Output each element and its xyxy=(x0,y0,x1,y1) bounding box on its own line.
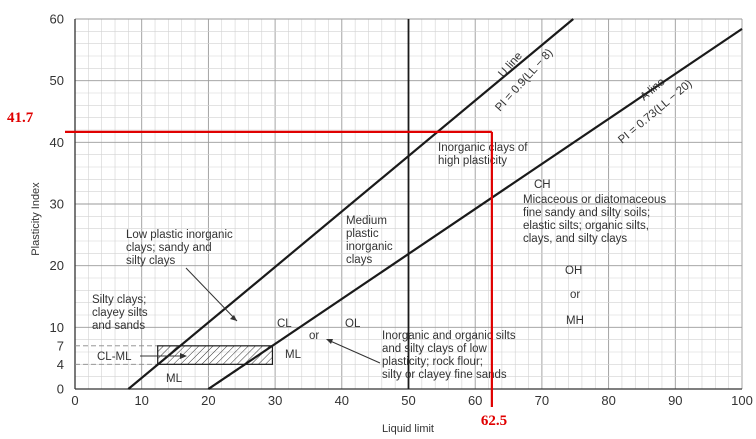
hatched-cl-ml-zone xyxy=(157,345,274,365)
u-line xyxy=(127,18,574,390)
label-inorganic-high-2: high plasticity xyxy=(438,155,507,167)
label-medium-2: plastic xyxy=(346,228,379,240)
x-tick-label: 80 xyxy=(601,393,615,408)
label-or-mid: or xyxy=(309,330,319,342)
x-tick-label: 90 xyxy=(668,393,682,408)
leader-low-plastic xyxy=(185,267,238,322)
y-tick-label: 20 xyxy=(50,258,64,273)
label-medium-1: Medium xyxy=(346,215,387,227)
label-micaceous-2: fine sandy and silty soils; xyxy=(523,207,650,219)
zones xyxy=(157,345,274,365)
y-tick-label: 60 xyxy=(50,12,64,27)
y-tick-label: 0 xyxy=(57,382,64,397)
x-tick-label: 30 xyxy=(268,393,282,408)
callout: 41.7 62.5 xyxy=(7,110,507,429)
label-silty-2: clayey silts xyxy=(92,307,148,319)
x-tick-label: 50 xyxy=(401,393,415,408)
a-line-dashed-extension xyxy=(207,363,246,390)
x-tick-label: 20 xyxy=(201,393,215,408)
y-tick-label: 4 xyxy=(57,357,64,372)
label-inorg-org-2: and silty clays of low xyxy=(382,343,488,355)
x-tick-label: 60 xyxy=(468,393,482,408)
label-ch: CH xyxy=(534,179,551,191)
x-axis-title: Liquid limit xyxy=(382,423,434,435)
x-tick-label: 10 xyxy=(134,393,148,408)
x-tick-label: 0 xyxy=(71,393,78,408)
x-tick-label: 100 xyxy=(731,393,753,408)
label-low-1: Low plastic inorganic xyxy=(126,229,233,241)
label-ml-mid: ML xyxy=(285,349,302,361)
label-low-2: clays; sandy and xyxy=(126,242,212,254)
label-low-3: silty clays xyxy=(126,255,175,267)
callout-y-label: 41.7 xyxy=(7,110,34,126)
label-ol: OL xyxy=(345,318,361,330)
label-silty-3: and sands xyxy=(92,320,145,332)
label-or-right: or xyxy=(570,289,580,301)
y-tick-label: 30 xyxy=(50,197,64,212)
x-tick-label: 40 xyxy=(335,393,349,408)
label-oh: OH xyxy=(565,265,582,277)
label-mh: MH xyxy=(566,315,584,327)
grid xyxy=(74,18,743,390)
leader-inorganic-organic xyxy=(327,339,381,364)
y-axis-title: Plasticity Index xyxy=(30,182,42,256)
tick-labels: 0 10 20 30 40 50 60 70 80 90 100 0 4 7 10 20 30 40 50 60 xyxy=(50,12,753,409)
label-micaceous-3: elastic silts; organic silts, xyxy=(523,220,649,232)
label-ml-low: ML xyxy=(166,373,183,385)
leader-inorganic-organic-arrow xyxy=(326,339,333,344)
y-tick-label: 50 xyxy=(50,73,64,88)
label-micaceous-1: Micaceous or diatomaceous xyxy=(523,194,666,206)
y-tick-label: 7 xyxy=(57,338,64,353)
label-micaceous-4: clays, and silty clays xyxy=(523,233,627,245)
label-inorganic-high-1: Inorganic clays of xyxy=(438,142,528,154)
x-tick-label: 70 xyxy=(535,393,549,408)
label-cl: CL xyxy=(277,318,292,330)
label-medium-4: clays xyxy=(346,254,372,266)
a-line xyxy=(207,27,743,390)
y-tick-label: 10 xyxy=(50,320,64,335)
label-medium-3: inorganic xyxy=(346,241,393,253)
leader-cl-ml-arrow xyxy=(180,353,187,359)
callout-x-label: 62.5 xyxy=(481,413,507,429)
label-silty-1: Silty clays; xyxy=(92,294,146,306)
label-inorg-org-4: silty or clayey fine sands xyxy=(382,369,507,381)
y-tick-label: 40 xyxy=(50,135,64,150)
label-inorg-org-3: plasticity; rock flour; xyxy=(382,356,483,368)
label-inorg-org-1: Inorganic and organic silts xyxy=(382,330,516,342)
series-lines xyxy=(127,18,743,390)
label-cl-ml: CL-ML xyxy=(97,351,132,363)
leader-low-plastic-arrow xyxy=(230,315,237,321)
